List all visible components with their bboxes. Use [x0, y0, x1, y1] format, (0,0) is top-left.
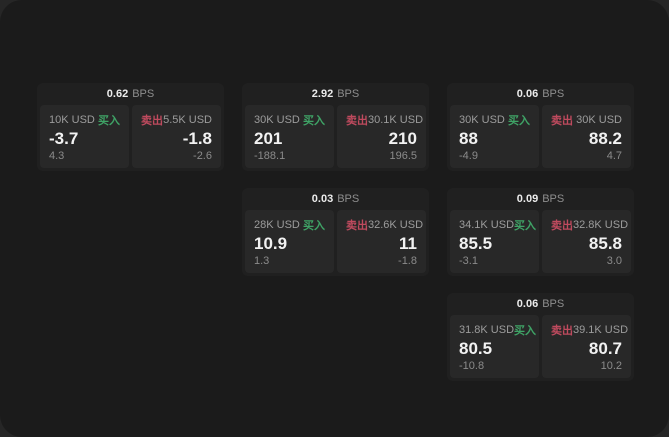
card-body: 30K USD 买入 201 -188.1 卖出 30.1K USD 210 1… — [242, 105, 429, 171]
buy-size: 34.1K USD — [459, 219, 515, 231]
card-header-spread: 2.92 BPS — [242, 83, 429, 105]
buy-price: 10.9 — [254, 233, 288, 253]
sell-price: 88.2 — [588, 128, 622, 148]
sell-button[interactable]: 卖出 — [551, 220, 573, 232]
spread-value: 0.06 — [516, 88, 539, 100]
buy-quote-tile[interactable]: 31.8K USD 买入 80.5 -10.8 — [450, 315, 539, 378]
quote-card: 2.92 BPS 30K USD 买入 201 -188.1 卖出 30.1K … — [242, 83, 429, 171]
sell-button[interactable]: 卖出 — [346, 115, 368, 127]
buy-quote-tile[interactable]: 30K USD 买入 88 -4.9 — [450, 105, 539, 168]
buy-size: 30K USD — [254, 114, 300, 126]
sell-button[interactable]: 卖出 — [346, 220, 368, 232]
spread-value: 0.06 — [516, 298, 539, 310]
spread-unit: BPS — [542, 193, 565, 205]
sell-price: 80.7 — [588, 338, 622, 358]
sell-size: 32.8K USD — [573, 219, 629, 231]
quote-card: 0.03 BPS 28K USD 买入 10.9 1.3 卖出 32.6K US… — [242, 188, 429, 276]
buy-size: 30K USD — [459, 114, 505, 126]
sell-price: 11 — [399, 233, 417, 253]
sell-delta: -1.8 — [398, 255, 417, 267]
quote-card: 0.06 BPS 31.8K USD 买入 80.5 -10.8 卖出 39.1… — [447, 293, 634, 381]
buy-size: 10K USD — [49, 114, 95, 126]
spread-value: 0.62 — [106, 88, 129, 100]
sell-quote-tile[interactable]: 卖出 39.1K USD 80.7 10.2 — [542, 315, 631, 378]
sell-delta: 3.0 — [606, 255, 622, 267]
sell-quote-tile[interactable]: 卖出 30K USD 88.2 4.7 — [542, 105, 631, 168]
spread-unit: BPS — [132, 88, 155, 100]
spread-unit: BPS — [542, 88, 565, 100]
buy-quote-tile[interactable]: 28K USD 买入 10.9 1.3 — [245, 210, 334, 273]
sell-size: 30.1K USD — [368, 114, 424, 126]
spread-unit: BPS — [337, 193, 360, 205]
sell-quote-tile[interactable]: 卖出 32.6K USD 11 -1.8 — [337, 210, 426, 273]
buy-button[interactable]: 买入 — [98, 115, 120, 127]
buy-delta: 1.3 — [254, 255, 270, 267]
spread-value: 0.03 — [311, 193, 334, 205]
quote-card: 0.06 BPS 30K USD 买入 88 -4.9 卖出 30K USD 8… — [447, 83, 634, 171]
sell-button[interactable]: 卖出 — [551, 325, 573, 337]
buy-quote-tile[interactable]: 30K USD 买入 201 -188.1 — [245, 105, 334, 168]
sell-size: 5.5K USD — [163, 114, 212, 126]
buy-size: 31.8K USD — [459, 324, 515, 336]
sell-delta: -2.6 — [193, 150, 212, 162]
card-body: 28K USD 买入 10.9 1.3 卖出 32.6K USD 11 -1.8 — [242, 210, 429, 276]
spread-unit: BPS — [337, 88, 360, 100]
card-header-spread: 0.62 BPS — [37, 83, 224, 105]
sell-price: 85.8 — [588, 233, 622, 253]
sell-size: 39.1K USD — [573, 324, 629, 336]
sell-price: 210 — [388, 128, 417, 148]
quote-card: 0.09 BPS 34.1K USD 买入 85.5 -3.1 卖出 32.8K… — [447, 188, 634, 276]
quote-card: 0.62 BPS 10K USD 买入 -3.7 4.3 卖出 5.5K USD… — [37, 83, 224, 171]
buy-delta: -10.8 — [459, 360, 485, 372]
sell-delta: 10.2 — [600, 360, 622, 372]
card-body: 10K USD 买入 -3.7 4.3 卖出 5.5K USD -1.8 -2.… — [37, 105, 224, 171]
buy-delta: -188.1 — [254, 150, 286, 162]
buy-size: 28K USD — [254, 219, 300, 231]
sell-size: 32.6K USD — [368, 219, 424, 231]
card-header-spread: 0.06 BPS — [447, 83, 634, 105]
quote-cards-grid: 0.62 BPS 10K USD 买入 -3.7 4.3 卖出 5.5K USD… — [37, 83, 634, 381]
sell-quote-tile[interactable]: 卖出 5.5K USD -1.8 -2.6 — [132, 105, 221, 168]
card-body: 31.8K USD 买入 80.5 -10.8 卖出 39.1K USD 80.… — [447, 315, 634, 381]
card-header-spread: 0.09 BPS — [447, 188, 634, 210]
buy-price: 85.5 — [459, 233, 493, 253]
buy-price: 201 — [254, 128, 283, 148]
buy-button[interactable]: 买入 — [514, 220, 537, 232]
sell-button[interactable]: 卖出 — [141, 115, 163, 127]
buy-delta: -3.1 — [459, 255, 478, 267]
sell-quote-tile[interactable]: 卖出 32.8K USD 85.8 3.0 — [542, 210, 631, 273]
card-header-spread: 0.03 BPS — [242, 188, 429, 210]
card-body: 30K USD 买入 88 -4.9 卖出 30K USD 88.2 4.7 — [447, 105, 634, 171]
spread-value: 0.09 — [516, 193, 539, 205]
buy-button[interactable]: 买入 — [514, 325, 537, 337]
sell-button[interactable]: 卖出 — [551, 115, 573, 127]
buy-price: -3.7 — [49, 128, 79, 148]
buy-button[interactable]: 买入 — [303, 220, 325, 232]
buy-quote-tile[interactable]: 10K USD 买入 -3.7 4.3 — [40, 105, 129, 168]
sell-size: 30K USD — [576, 114, 622, 126]
spread-unit: BPS — [542, 298, 565, 310]
buy-delta: -4.9 — [459, 150, 478, 162]
buy-button[interactable]: 买入 — [508, 115, 530, 127]
sell-delta: 4.7 — [606, 150, 622, 162]
card-body: 34.1K USD 买入 85.5 -3.1 卖出 32.8K USD 85.8… — [447, 210, 634, 276]
buy-price: 80.5 — [459, 338, 493, 358]
spread-value: 2.92 — [311, 88, 334, 100]
buy-button[interactable]: 买入 — [303, 115, 325, 127]
buy-quote-tile[interactable]: 34.1K USD 买入 85.5 -3.1 — [450, 210, 539, 273]
sell-delta: 196.5 — [389, 150, 417, 162]
sell-price: -1.8 — [182, 128, 212, 148]
buy-price: 88 — [459, 128, 478, 148]
card-header-spread: 0.06 BPS — [447, 293, 634, 315]
buy-delta: 4.3 — [49, 150, 65, 162]
sell-quote-tile[interactable]: 卖出 30.1K USD 210 196.5 — [337, 105, 426, 168]
